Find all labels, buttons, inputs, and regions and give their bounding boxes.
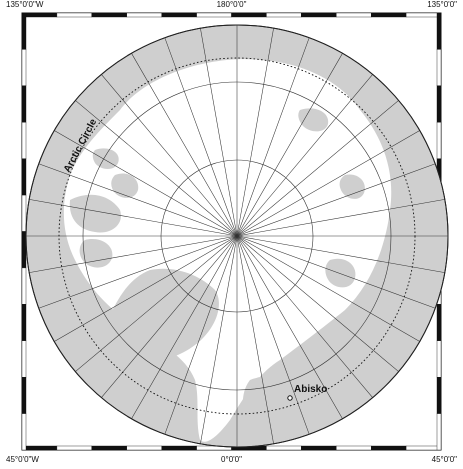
meridian-line <box>164 37 238 237</box>
meridian-line <box>54 130 238 237</box>
frame-tick-bar <box>231 12 267 18</box>
meridian-line <box>38 235 238 309</box>
island-landmass <box>69 194 121 233</box>
frame-tick-bar <box>91 445 127 451</box>
frame-tick-bar <box>266 12 302 18</box>
frame-tick-bar <box>21 12 27 50</box>
graticule <box>26 25 448 447</box>
meridian-line <box>75 100 238 237</box>
island-landmass <box>298 108 329 132</box>
frame-tick-bar <box>21 49 27 87</box>
frame-tick-bar <box>436 413 442 451</box>
meridian-line <box>200 235 238 444</box>
island-landmass <box>111 173 139 198</box>
frame-tick-bar <box>436 85 442 123</box>
meridian-line <box>236 235 274 444</box>
corner-label-bottom-right: 45°0'0" <box>431 455 457 464</box>
meridian-line <box>236 74 373 237</box>
frame-tick-bar <box>301 445 337 451</box>
frame-tick-bar <box>336 12 372 18</box>
frame-tick-bar <box>21 340 27 378</box>
frame-tick-bar <box>161 12 197 18</box>
frame-tick-bar <box>301 12 337 18</box>
meridian-line <box>75 235 238 372</box>
label-top-center: 180°0'0" <box>216 0 247 9</box>
frame-tick-bar <box>21 158 27 196</box>
meridian-line <box>236 235 420 342</box>
meridian-line <box>236 235 445 273</box>
frame-tick-bar <box>21 377 27 414</box>
island-landmass <box>325 258 356 288</box>
meridian-line <box>38 163 238 237</box>
meridian-line <box>101 235 238 398</box>
frame-tick-bar <box>21 304 27 341</box>
meridian-line <box>101 74 238 237</box>
frame-tick-bar <box>371 445 407 451</box>
map-outline <box>25 24 449 448</box>
meridian-line <box>236 199 445 237</box>
frame-tick-bar <box>126 12 162 18</box>
meridian-line <box>164 235 238 435</box>
frame-tick-bar <box>56 445 93 451</box>
frame-tick-bar <box>56 12 93 18</box>
frame-tick-bar <box>21 122 27 159</box>
meridian-line <box>236 100 399 237</box>
meridian-line <box>236 28 274 237</box>
meridian-line <box>236 163 436 237</box>
meridian-line <box>236 235 399 372</box>
meridian-line <box>200 28 238 237</box>
meridian-line <box>29 235 238 273</box>
corner-label-top-left: 135°0'0"W <box>6 0 44 9</box>
frame-tick-bar <box>336 445 372 451</box>
frame-tick-bar <box>436 122 442 159</box>
frame-tick-bar <box>436 49 442 87</box>
frame-tick-bar <box>126 445 162 451</box>
frame-tick-bar <box>161 445 197 451</box>
frame-tick-bar <box>436 304 442 341</box>
meridian-line <box>236 53 343 237</box>
frame-tick-bar <box>21 194 27 232</box>
frame-tick-bar <box>91 12 127 18</box>
map-disk <box>25 24 449 448</box>
frame-tick-bar <box>21 267 27 305</box>
frame-tick-bar <box>436 340 442 378</box>
arctic-circle <box>58 57 416 415</box>
frame-tick-bar <box>405 12 442 18</box>
meridian-line <box>131 235 238 419</box>
meridian-line <box>54 235 238 342</box>
meridian-line <box>236 235 436 309</box>
meridian-line <box>236 235 343 419</box>
corner-label-top-right: 135°0'0" <box>427 0 457 9</box>
frame-tick-bar <box>371 12 407 18</box>
frame-tick-bar <box>405 445 442 451</box>
island-landmass <box>79 239 113 268</box>
frame-tick-bar <box>196 12 232 18</box>
label-bottom-center: 0°0'0" <box>221 455 242 464</box>
frame-tick-bar <box>21 413 27 451</box>
abisko-label: Abisko <box>294 384 327 395</box>
corner-label-bottom-left: 45°0'0"W <box>6 455 39 464</box>
meridian-line <box>236 235 373 398</box>
frame-tick-bar <box>21 85 27 123</box>
arctic-ocean-area <box>63 59 392 442</box>
meridian-line <box>236 130 420 237</box>
frame-tick-bar <box>21 12 58 18</box>
meridian-line <box>236 37 310 237</box>
parallel-70 <box>82 81 392 391</box>
greenland-landmass <box>106 268 219 362</box>
frame-tick-bar <box>436 12 442 50</box>
abisko-marker[interactable] <box>287 395 293 401</box>
frame-tick-bar <box>436 377 442 414</box>
island-landmass <box>339 174 365 199</box>
meridian-line <box>29 199 238 237</box>
frame-tick-bar <box>21 231 27 269</box>
frame-tick-bar <box>21 445 58 451</box>
frame-tick-bar <box>266 445 302 451</box>
meridian-line <box>131 53 238 237</box>
parallel-80 <box>160 159 314 313</box>
meridian-line <box>236 235 310 435</box>
